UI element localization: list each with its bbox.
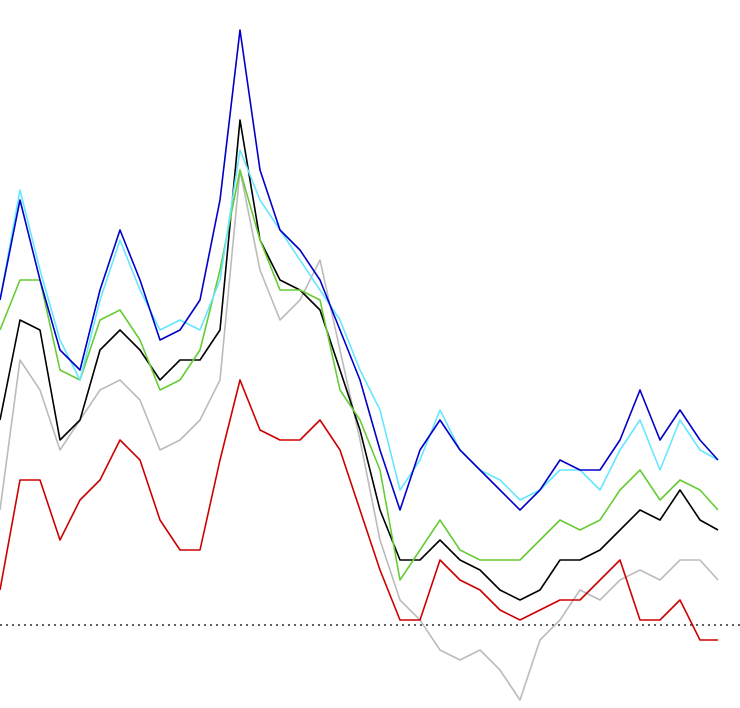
- series-line: [0, 149, 719, 501]
- series-line: [0, 29, 719, 511]
- series-line: [0, 119, 719, 601]
- series-line: [0, 169, 719, 581]
- series-line: [0, 169, 719, 701]
- series-line: [0, 379, 718, 641]
